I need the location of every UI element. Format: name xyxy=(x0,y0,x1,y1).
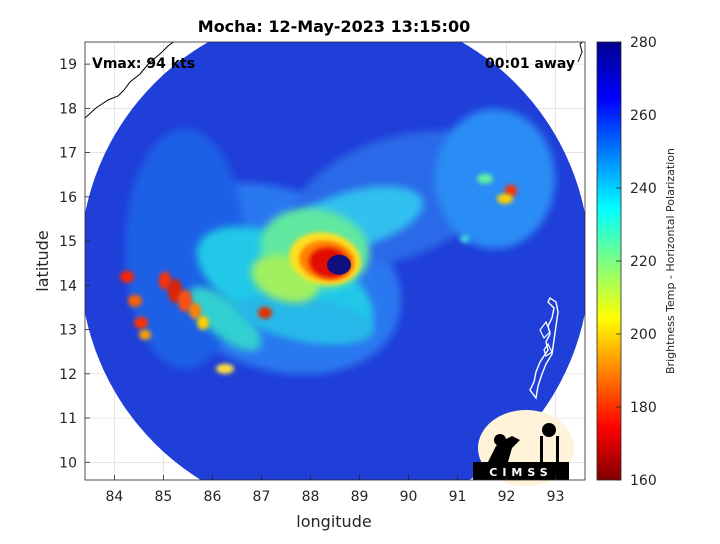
y-axis-label: latitude xyxy=(33,230,52,291)
coastline-islands-small xyxy=(539,320,553,357)
convective-cell xyxy=(139,329,151,340)
convective-cell xyxy=(189,302,201,319)
outer-band-cell xyxy=(505,184,517,197)
logo-dish-icon xyxy=(488,436,520,462)
colorbar-tick-label: 160 xyxy=(630,473,657,489)
time-offset-annotation: 00:01 away xyxy=(485,56,575,72)
plot-frame xyxy=(84,41,586,481)
x-tick-label: 90 xyxy=(400,489,418,505)
y-tick-label: 15 xyxy=(59,234,77,250)
colorbar-tick-label: 260 xyxy=(630,108,657,124)
chart-title: Mocha: 12-May-2023 13:15:00 xyxy=(198,17,470,36)
convective-cell xyxy=(128,294,142,307)
x-tick-label: 87 xyxy=(253,489,271,505)
vmax-annotation: Vmax: 94 kts xyxy=(92,56,195,72)
convective-cell xyxy=(178,289,192,312)
y-tick-label: 19 xyxy=(59,57,77,73)
convective-cell xyxy=(216,363,234,374)
x-tick-label: 92 xyxy=(498,489,516,505)
y-axis-ticks: 10 11 12 13 14 15 16 17 18 19 xyxy=(59,57,90,471)
y-tick-label: 14 xyxy=(59,278,77,294)
logo-text: CIMSS xyxy=(489,466,552,479)
y-tick-label: 18 xyxy=(59,101,77,117)
colorbar-tick-label: 200 xyxy=(630,327,657,343)
convective-cell xyxy=(134,316,148,329)
x-tick-label: 89 xyxy=(351,489,369,505)
colorbar-tick-label: 180 xyxy=(630,400,657,416)
logo-tower-icon xyxy=(540,436,543,462)
coastlines xyxy=(85,42,584,400)
colorbar-tick-label: 220 xyxy=(630,254,657,270)
outer-band-cell xyxy=(460,234,470,243)
coastline-northeast xyxy=(577,42,584,63)
outer-band-cell xyxy=(477,173,493,184)
convective-cell xyxy=(120,270,134,283)
convective-cell xyxy=(159,271,171,290)
y-tick-label: 12 xyxy=(59,367,77,383)
spiral-band xyxy=(235,293,375,344)
eye xyxy=(327,254,351,275)
y-tick-label: 10 xyxy=(59,455,77,471)
y-tick-label: 17 xyxy=(59,146,77,162)
logo-tower-leg-icon xyxy=(556,436,559,462)
spiral-band xyxy=(188,286,262,351)
logo-tower-tank-icon xyxy=(542,423,556,437)
x-tick-label: 91 xyxy=(449,489,467,505)
logo-band xyxy=(473,462,569,480)
x-tick-label: 88 xyxy=(302,489,320,505)
x-axis-label: longitude xyxy=(296,512,371,531)
x-tick-label: 85 xyxy=(155,489,173,505)
colorbar-label: Brightness Temp - Horizontal Polarizatio… xyxy=(664,148,677,374)
x-tick-label: 84 xyxy=(105,489,123,505)
outer-band-cell xyxy=(497,193,513,204)
x-tick-label: 93 xyxy=(547,489,565,505)
convective-features xyxy=(120,108,555,375)
x-axis-ticks: 84 85 86 87 88 89 90 91 92 93 xyxy=(105,475,565,505)
convective-cell xyxy=(258,306,272,319)
brightness-temp-swath xyxy=(85,42,585,480)
y-tick-label: 13 xyxy=(59,323,77,339)
colorbar-tick-label: 280 xyxy=(630,35,657,51)
colorbar-tick-label: 240 xyxy=(630,181,657,197)
y-tick-label: 11 xyxy=(59,411,77,427)
colorbar-ticks: 160 180 200 220 240 260 280 xyxy=(616,35,657,489)
convective-cell xyxy=(197,315,209,330)
logo-dish-head-icon xyxy=(494,434,506,446)
outer-band-east xyxy=(435,108,555,249)
cimss-logo: CIMSS xyxy=(473,410,574,486)
x-tick-label: 86 xyxy=(204,489,222,505)
coastline-myanmar-west xyxy=(85,42,175,119)
y-tick-label: 16 xyxy=(59,190,77,206)
